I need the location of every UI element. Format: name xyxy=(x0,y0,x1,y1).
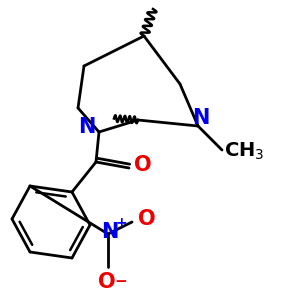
Text: N: N xyxy=(192,109,210,128)
Text: O: O xyxy=(138,209,155,229)
Text: O: O xyxy=(98,272,115,292)
Text: −: − xyxy=(114,274,127,289)
Text: N: N xyxy=(78,118,96,137)
Text: O: O xyxy=(134,155,151,175)
Text: N: N xyxy=(101,223,118,242)
Text: CH$_3$: CH$_3$ xyxy=(224,141,265,162)
Text: +: + xyxy=(116,216,127,230)
